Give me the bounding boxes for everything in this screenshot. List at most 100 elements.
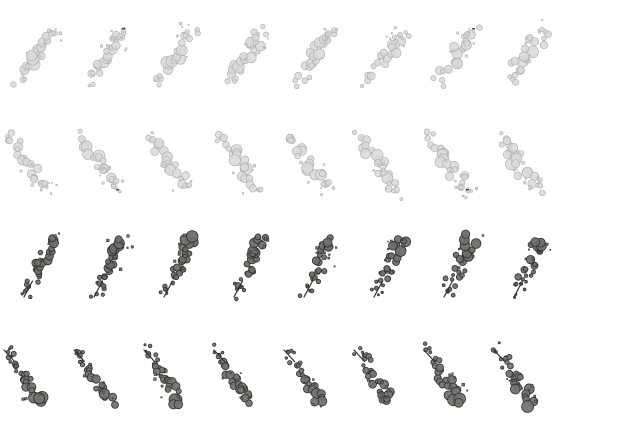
smoke-particle [57,232,60,235]
smoke-particle [108,393,111,396]
smoke-blob [511,71,519,79]
smoke-particle [472,42,475,45]
smoke-particle [335,28,338,31]
sprite-frame [351,130,403,201]
smoke-blob [387,252,395,260]
smoke-blob [424,135,431,142]
smoke-particle [398,35,401,38]
smoke-blob [176,44,188,57]
smoke-blob [391,179,400,187]
smoke-particle [506,378,509,380]
smoke-blob [423,128,431,136]
smoke-tail [303,280,314,298]
smoke-blob [297,293,303,299]
sprite-frame [283,348,328,408]
smoke-particle [82,374,86,378]
smoke-particle [187,23,190,26]
smoke-tail [23,280,34,298]
smoke-particle [51,182,53,184]
smoke-blob [79,362,86,368]
smoke-particle [450,168,454,172]
smoke-particle [367,371,370,374]
smoke-particle [24,397,28,401]
smoke-blob [24,278,30,284]
smoke-blob [374,159,382,167]
smoke-particle [385,385,389,389]
smoke-particle [114,186,118,190]
smoke-particle [459,174,462,177]
smoke-particle [325,32,329,36]
smoke-particle [126,234,130,238]
smoke-particle [173,259,177,263]
smoke-particle [30,183,34,187]
sprite-frame [153,22,201,88]
smoke-blob [367,357,374,363]
sprite-frame [3,345,49,407]
smoke-blob [158,290,163,295]
smoke-blob [319,170,326,177]
smoke-particle [49,250,52,253]
smoke-tail [143,349,156,363]
smoke-blob [369,287,374,292]
smoke-blob [184,29,190,35]
smoke-blob [430,144,439,153]
ember-speck [122,28,125,30]
smoke-particle [103,381,105,384]
smoke-particle [43,42,46,45]
smoke-particle [448,373,452,377]
smoke-blob [523,266,529,272]
smoke-tail [423,349,436,363]
smoke-blob [91,374,101,384]
smoke-blob [507,74,513,80]
sprite-frame [423,128,478,200]
smoke-particle [393,26,397,30]
smoke-blob [105,258,112,265]
smoke-blob [101,274,108,280]
sprite-frame [441,229,485,298]
smoke-blob [541,35,547,42]
smoke-particle [183,233,187,237]
smoke-tail [353,349,366,363]
smoke-particle [244,43,247,46]
sprite-row-dark-smoke-falling [3,341,539,413]
smoke-blob [528,273,534,278]
sprite-frame [4,129,58,195]
smoke-blob [178,39,186,47]
smoke-particle [512,169,515,172]
smoke-blob [111,400,119,409]
smoke-particle [510,376,514,380]
smoke-blob [444,171,454,181]
smoke-blob [458,185,464,190]
smoke-blob [380,48,388,57]
smoke-particle [453,400,456,403]
smoke-particle [106,238,110,242]
smoke-blob [94,153,103,161]
smoke-particle [327,256,331,260]
smoke-particle [528,185,532,189]
smoke-blob [33,164,43,174]
smoke-blob [423,341,428,346]
smoke-particle [38,54,42,58]
ember-speck [116,189,119,191]
smoke-particle [385,396,388,399]
smoke-particle [231,171,235,175]
smoke-blob [98,388,111,400]
smoke-particle [101,181,105,185]
smoke-blob [34,258,42,267]
smoke-blob [392,34,398,40]
smoke-particle [260,240,263,242]
smoke-blob [359,83,365,89]
smoke-blob [182,183,188,189]
sprite-frame [143,343,184,410]
smoke-blob [452,283,459,290]
smoke-blob [9,345,14,350]
smoke-blob [175,388,182,395]
smoke-particle [262,245,266,249]
smoke-particle [461,194,465,198]
smoke-blob [260,23,266,30]
smoke-particle [549,248,552,251]
sprite-frame [430,24,483,89]
smoke-particle [304,375,308,378]
smoke-particle [524,257,528,261]
smoke-particle [380,381,384,385]
